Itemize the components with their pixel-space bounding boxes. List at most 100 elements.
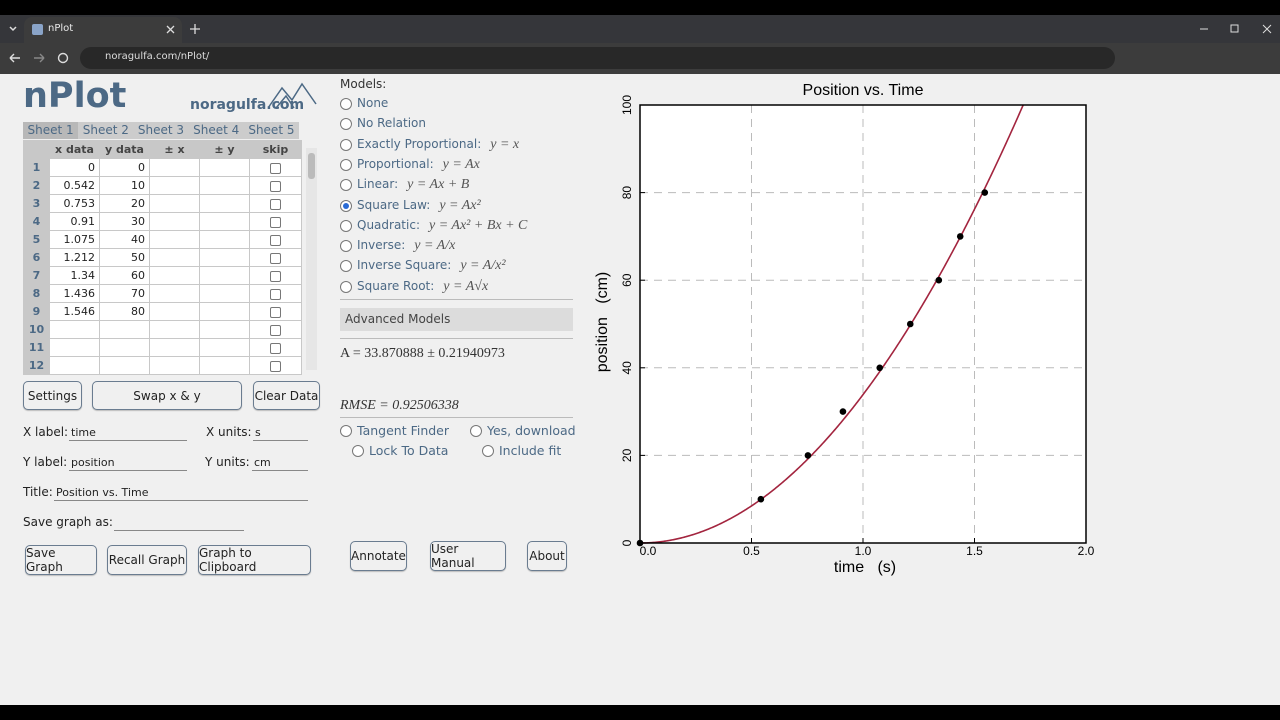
option-label[interactable]: Include fit [499,443,562,458]
window-controls[interactable] [1195,22,1275,36]
x-cell[interactable]: 0.542 [49,176,100,195]
button[interactable]: Clear Data [253,381,320,410]
dx-cell[interactable] [149,212,200,231]
text-input[interactable] [114,515,244,531]
y-cell[interactable] [99,338,150,357]
checkbox[interactable] [270,342,281,354]
x-cell[interactable] [49,338,100,357]
dx-cell[interactable] [149,320,200,339]
y-cell[interactable]: 20 [99,194,150,213]
x-cell[interactable] [49,320,100,339]
radio[interactable] [340,260,352,273]
checkbox[interactable] [270,216,281,228]
model-option[interactable]: Proportional: y = Ax [357,157,480,173]
scroll-thumb[interactable] [308,153,315,179]
dy-cell[interactable] [199,194,250,213]
advanced-models[interactable]: Advanced Models [340,308,573,331]
option-label[interactable]: Tangent Finder [357,423,450,438]
radio[interactable] [340,98,352,110]
y-cell[interactable]: 80 [99,302,150,321]
dy-cell[interactable] [199,266,250,285]
model-option[interactable]: Square Law: y = Ax² [357,198,481,214]
text-input[interactable]: cm [252,455,308,471]
dx-cell[interactable] [149,248,200,267]
button[interactable]: Settings [23,381,82,410]
model-option[interactable]: Linear: y = Ax + B [357,177,469,193]
checkbox[interactable] [270,324,281,336]
dx-cell[interactable] [149,302,200,321]
option-label[interactable]: Yes, download [487,423,576,438]
model-option[interactable]: Inverse: y = A/x [357,238,455,254]
checkbox[interactable] [270,360,281,372]
sheet-tab[interactable]: Sheet 2 [82,123,129,137]
y-cell[interactable]: 40 [99,230,150,249]
text-input[interactable]: time [69,425,187,441]
dy-cell[interactable] [199,158,250,177]
address-bar[interactable]: noragulfa.com/nPlot/ [80,47,1115,69]
button[interactable]: Swap x & y [92,381,242,410]
dy-cell[interactable] [199,320,250,339]
model-option[interactable]: Exactly Proportional: y = x [357,137,519,153]
dx-cell[interactable] [149,176,200,195]
radio[interactable] [340,425,352,437]
y-cell[interactable]: 50 [99,248,150,267]
x-cell[interactable]: 1.212 [49,248,100,267]
button[interactable]: Recall Graph [107,545,187,575]
model-option[interactable]: Quadratic: y = Ax² + Bx + C [357,218,527,234]
new-tab[interactable] [190,24,200,34]
x-cell[interactable]: 0 [49,158,100,177]
dy-cell[interactable] [199,338,250,357]
radio[interactable] [340,219,352,232]
radio[interactable] [340,240,352,253]
dx-cell[interactable] [149,356,200,375]
x-cell[interactable]: 1.436 [49,284,100,303]
dx-cell[interactable] [149,230,200,249]
option-label[interactable]: Lock To Data [369,443,449,458]
x-cell[interactable]: 0.753 [49,194,100,213]
text-input[interactable]: s [253,425,308,441]
checkbox[interactable] [270,252,281,264]
y-cell[interactable]: 70 [99,284,150,303]
y-cell[interactable]: 0 [99,158,150,177]
checkbox[interactable] [270,162,281,174]
x-cell[interactable] [49,356,100,375]
radio[interactable] [340,118,352,131]
sheet-tab[interactable]: Sheet 1 [23,122,79,139]
radio[interactable] [352,445,364,457]
dy-cell[interactable] [199,230,250,249]
radio[interactable] [340,138,352,151]
sheet-tab[interactable]: Sheet 4 [193,123,240,137]
checkbox[interactable] [270,306,281,318]
dx-cell[interactable] [149,266,200,285]
checkbox[interactable] [270,234,281,246]
model-option[interactable]: None [357,96,388,110]
x-cell[interactable]: 0.91 [49,212,100,231]
sheet-tab[interactable]: Sheet 3 [137,123,185,137]
model-option[interactable]: Inverse Square: y = A/x² [357,258,506,274]
dy-cell[interactable] [199,356,250,375]
dy-cell[interactable] [199,176,250,195]
x-cell[interactable]: 1.546 [49,302,100,321]
tab-close[interactable] [166,25,175,34]
sheet-tab[interactable]: Sheet 5 [248,123,295,137]
dy-cell[interactable] [199,248,250,267]
radio[interactable] [470,425,482,437]
scrollbar[interactable] [306,148,317,370]
checkbox[interactable] [270,180,281,192]
dx-cell[interactable] [149,284,200,303]
dx-cell[interactable] [149,194,200,213]
radio[interactable] [340,179,352,192]
radio[interactable] [482,445,494,457]
y-cell[interactable] [99,356,150,375]
dy-cell[interactable] [199,212,250,231]
tab-menu[interactable] [8,24,18,34]
nav-buttons[interactable] [8,51,78,65]
y-cell[interactable]: 30 [99,212,150,231]
x-cell[interactable]: 1.34 [49,266,100,285]
radio[interactable] [340,158,352,171]
model-option[interactable]: Square Root: y = A√x [357,279,488,295]
radio[interactable] [340,199,352,212]
radio[interactable] [340,280,352,293]
y-cell[interactable]: 10 [99,176,150,195]
button[interactable]: About [527,541,567,571]
